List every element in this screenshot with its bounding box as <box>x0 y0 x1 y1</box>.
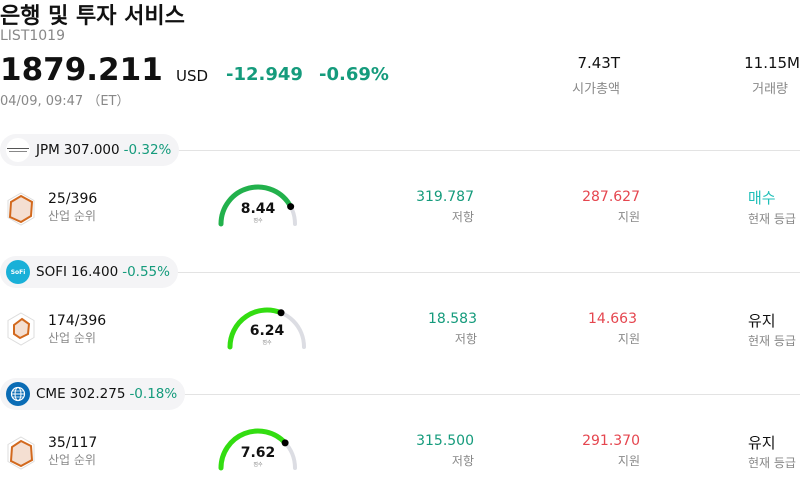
gauge-marker <box>287 203 295 211</box>
current-rating-label: 현재 등급 <box>748 212 796 226</box>
resistance-value: 315.500 <box>416 433 474 449</box>
section-divider <box>0 394 800 395</box>
jpmorgan-logo-icon <box>6 138 30 162</box>
gauge-fill <box>218 184 294 227</box>
industry-rank-value: 25/396 <box>48 191 98 207</box>
index-price: 1879.211 <box>0 52 163 88</box>
support-value: 287.627 <box>582 189 640 205</box>
last-updated-time: 04/09, 09:47 （ET） <box>0 94 130 109</box>
index-code: LIST1019 <box>0 28 65 44</box>
section-divider <box>0 272 800 273</box>
current-rating-label: 현재 등급 <box>748 334 796 348</box>
industry-rank-value: 35/117 <box>48 435 98 451</box>
price-change-percent: -0.69% <box>319 64 389 85</box>
industry-rank-value: 174/396 <box>48 313 107 329</box>
industry-rank-label: 산업 순위 <box>48 331 96 345</box>
market-cap-value: 7.43T <box>577 54 620 72</box>
industry-rank-hexagon-icon <box>7 312 35 346</box>
stock-change-percent: -0.18% <box>129 386 178 402</box>
stock-chip-sofi[interactable]: SoFi SOFI 16.400 -0.55% <box>0 256 178 288</box>
current-rating: 유지 <box>748 434 776 452</box>
current-rating: 매수 <box>748 189 776 207</box>
page-title: 은행 및 투자 서비스 <box>0 4 185 29</box>
score-gauge <box>218 428 297 471</box>
industry-rank-hexagon-icon <box>7 192 35 226</box>
support-value: 14.663 <box>588 311 637 327</box>
sofi-logo-icon: SoFi <box>6 260 30 284</box>
currency-label: USD <box>176 67 209 85</box>
score-value: 6.24 <box>249 323 285 339</box>
score-caption: 점수 <box>262 340 272 346</box>
stock-symbol: SOFI <box>36 264 67 280</box>
stock-symbol: CME <box>36 386 66 402</box>
resistance-value: 319.787 <box>416 189 474 205</box>
industry-rank-label: 산업 순위 <box>48 209 96 223</box>
stock-price: 307.000 <box>63 142 120 158</box>
volume-label: 거래량 <box>752 82 788 97</box>
cme-globe-logo-icon <box>6 382 30 406</box>
stock-change-percent: -0.32% <box>123 142 172 158</box>
resistance-label: 저항 <box>451 454 474 468</box>
industry-rank-hexagon-icon <box>7 436 35 470</box>
gauge-marker <box>277 309 285 317</box>
score-value: 7.62 <box>240 445 276 461</box>
resistance-label: 저항 <box>451 210 474 224</box>
price-change: -12.949 <box>226 64 303 85</box>
support-label: 지원 <box>617 332 640 346</box>
stock-change-percent: -0.55% <box>122 264 170 280</box>
stock-symbol: JPM <box>36 142 60 158</box>
score-value: 8.44 <box>240 201 276 217</box>
current-rating-label: 현재 등급 <box>748 456 796 470</box>
gauge-fill <box>218 428 288 471</box>
stock-chip-jpm[interactable]: JPM 307.000 -0.32% <box>0 134 180 166</box>
gauge-marker <box>281 439 289 447</box>
industry-rank-label: 산업 순위 <box>48 453 96 467</box>
market-cap-label: 시가총액 <box>572 82 620 97</box>
volume-value: 11.15M <box>744 54 800 72</box>
resistance-label: 저항 <box>454 332 477 346</box>
score-caption: 점수 <box>253 218 263 224</box>
score-gauge <box>218 184 297 227</box>
stock-chip-cme[interactable]: CME 302.275 -0.18% <box>0 378 186 410</box>
score-caption: 점수 <box>253 462 263 468</box>
resistance-value: 18.583 <box>428 311 477 327</box>
stock-price: 16.400 <box>70 264 119 280</box>
score-gauge <box>227 307 306 350</box>
section-divider <box>0 150 800 151</box>
current-rating: 유지 <box>748 312 776 330</box>
support-label: 지원 <box>617 210 640 224</box>
support-label: 지원 <box>617 454 640 468</box>
stock-price: 302.275 <box>69 386 126 402</box>
gauge-fill <box>227 307 284 350</box>
support-value: 291.370 <box>582 433 640 449</box>
